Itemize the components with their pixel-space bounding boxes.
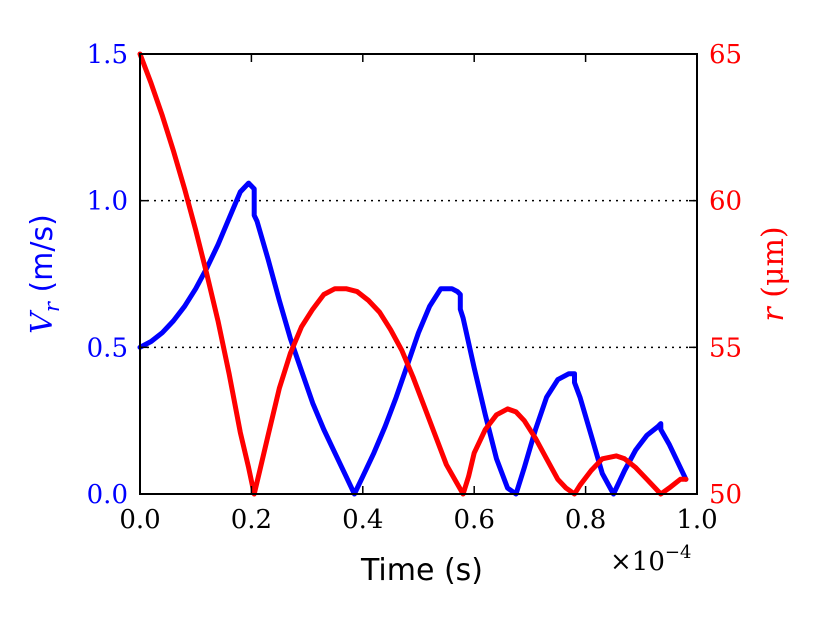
y-right-axis-label: r (μm) (756, 226, 791, 321)
y-right-tick-label-3: 65 (709, 40, 742, 70)
y-right-tick-label-1: 55 (709, 333, 742, 363)
x-multiplier-base: ×10 (610, 547, 665, 577)
y-right-label-var: r (756, 306, 791, 322)
x-multiplier: ×10−4 (610, 542, 691, 577)
series-line-right (137, 51, 689, 497)
y-left-axis-label: Vr (m/s) (25, 214, 64, 334)
tick-labels: 0.0 0.2 0.4 0.6 0.8 1.0 0.0 0.5 1.0 1.5 50 55 60 65 (87, 40, 742, 535)
y-right-tick-label-0: 50 (709, 480, 742, 510)
gridlines (140, 199, 697, 349)
x-axis-label: Time (s) (360, 553, 483, 588)
y-right-tick-label-2: 60 (709, 187, 742, 217)
x-tick-label-5: 1.0 (676, 505, 717, 535)
x-tick-label-4: 0.8 (565, 505, 606, 535)
x-tick-label-3: 0.6 (454, 505, 495, 535)
y-left-tick-label-0: 0.0 (87, 480, 128, 510)
x-tick-label-1: 0.2 (231, 505, 272, 535)
y-left-label-unit: (m/s) (25, 214, 60, 302)
x-multiplier-exponent: −4 (665, 542, 692, 563)
x-tick-label-2: 0.4 (342, 505, 383, 535)
y-left-tick-label-2: 1.0 (87, 187, 128, 217)
y-left-label-sub: r (40, 300, 64, 312)
tick-marks (139, 53, 698, 495)
series-layer (137, 51, 689, 497)
series-line-left (137, 180, 689, 497)
y-left-tick-label-1: 0.5 (87, 333, 128, 363)
y-left-tick-label-3: 1.5 (87, 40, 128, 70)
x-tick-label-0: 0.0 (119, 505, 160, 535)
y-right-label-unit: (μm) (756, 226, 791, 307)
plot-frame (139, 53, 698, 495)
y-left-label-var: V (25, 309, 60, 334)
